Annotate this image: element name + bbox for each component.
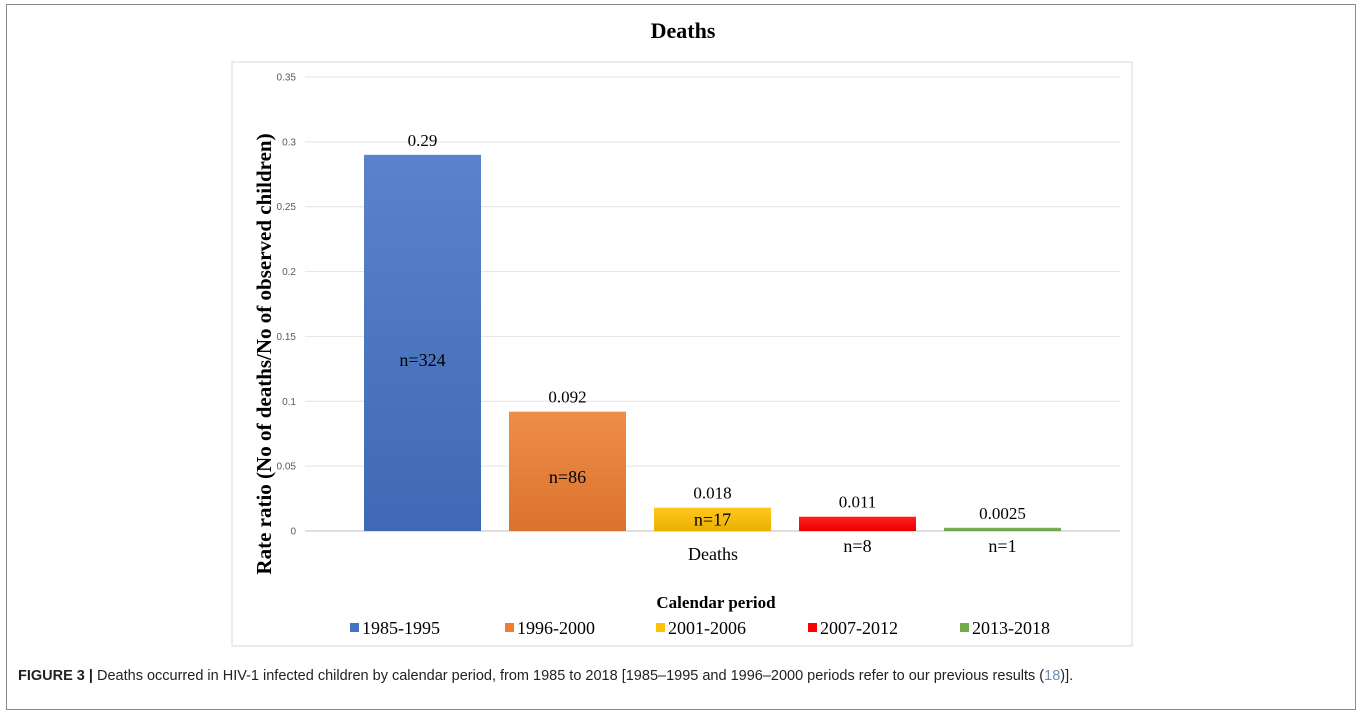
caption-text-end: )].: [1060, 668, 1073, 684]
legend-label: 1985-1995: [362, 618, 440, 638]
bar-1985-1995: [364, 155, 481, 531]
chart-title: Deaths: [651, 18, 716, 43]
y-axis-label: Rate ratio (No of deaths/No of observed …: [252, 133, 276, 574]
figure-label: FIGURE 3 |: [18, 668, 93, 684]
n-label: n=1: [988, 536, 1016, 556]
data-label: 0.29: [408, 131, 438, 150]
y-tick-label: 0.35: [277, 73, 297, 84]
caption-reference-link[interactable]: 18: [1044, 668, 1060, 684]
data-label: 0.0025: [979, 504, 1026, 523]
caption-text: Deaths occurred in HIV-1 infected childr…: [97, 668, 1044, 684]
legend-label: 2001-2006: [668, 618, 746, 638]
n-label: n=324: [399, 350, 445, 370]
data-label: 0.092: [548, 388, 586, 407]
bar-chart: Deaths 0 0.05 0.1 0.15 0.2 0.25 0.3 0.35 Rate rat…: [0, 0, 1360, 660]
legend-swatch-1985-1995: [350, 623, 359, 632]
y-tick-label: 0.25: [277, 202, 297, 213]
y-tick-label: 0: [290, 527, 296, 538]
data-label: 0.011: [839, 493, 877, 512]
legend-swatch-2007-2012: [808, 623, 817, 632]
y-tick-label: 0.05: [277, 462, 297, 473]
legend-label: 2013-2018: [972, 618, 1050, 638]
n-label: n=86: [549, 467, 586, 487]
y-tick-label: 0.2: [282, 267, 296, 278]
n-label: n=8: [843, 536, 871, 556]
y-tick-label: 0.1: [282, 397, 296, 408]
legend-label: 2007-2012: [820, 618, 898, 638]
figure-caption: FIGURE 3 | Deaths occurred in HIV-1 infe…: [18, 668, 1348, 684]
bar-2013-2018: [944, 528, 1061, 531]
y-tick-label: 0.15: [277, 332, 297, 343]
legend-swatch-2013-2018: [960, 623, 969, 632]
legend-swatch-2001-2006: [656, 623, 665, 632]
bar-2007-2012: [799, 517, 916, 531]
data-label: 0.018: [693, 484, 731, 503]
legend-label: 1996-2000: [517, 618, 595, 638]
legend-swatch-1996-2000: [505, 623, 514, 632]
y-tick-label: 0.3: [282, 137, 296, 148]
x-category-label: Deaths: [688, 544, 738, 564]
n-label: n=17: [694, 509, 731, 529]
x-axis-label: Calendar period: [656, 593, 776, 612]
